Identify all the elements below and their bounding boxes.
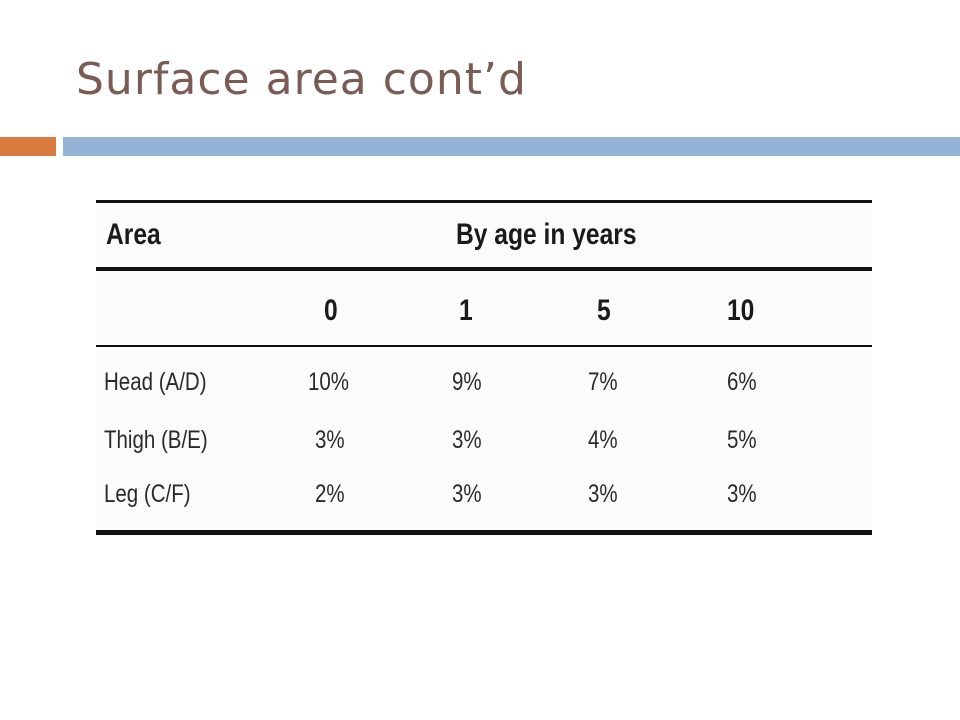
table-cell: 10% [308,368,350,396]
table-cell: 3% [588,480,618,508]
age-header-0: 0 [324,294,338,327]
surface-area-table: Area By age in years 0 1 5 10 Head (A/D)… [96,200,872,536]
table-header-rule [96,267,872,271]
age-header-1: 1 [459,294,473,327]
table-subheader-rule [96,345,872,347]
table-cell: 7% [588,368,618,396]
row-area-label: Leg (C/F) [104,480,191,508]
table-cell: 9% [452,368,482,396]
row-area-label: Thigh (B/E) [104,426,208,454]
table-top-rule [96,200,872,203]
slide-title: Surface area cont’d [76,54,527,105]
header-by-age: By age in years [456,218,637,251]
table-cell: 5% [727,426,757,454]
table-cell: 2% [315,480,345,508]
table-cell: 3% [315,426,345,454]
table-bottom-rule [96,530,872,535]
age-header-5: 5 [597,294,611,327]
accent-bar-blue [63,137,960,156]
table-cell: 3% [452,426,482,454]
table-cell: 6% [727,368,757,396]
accent-bar-orange [0,137,56,156]
table-cell: 4% [588,426,618,454]
table-cell: 3% [452,480,482,508]
age-header-10: 10 [727,294,755,327]
table-cell: 3% [727,480,757,508]
header-area: Area [106,218,161,251]
row-area-label: Head (A/D) [104,368,207,396]
